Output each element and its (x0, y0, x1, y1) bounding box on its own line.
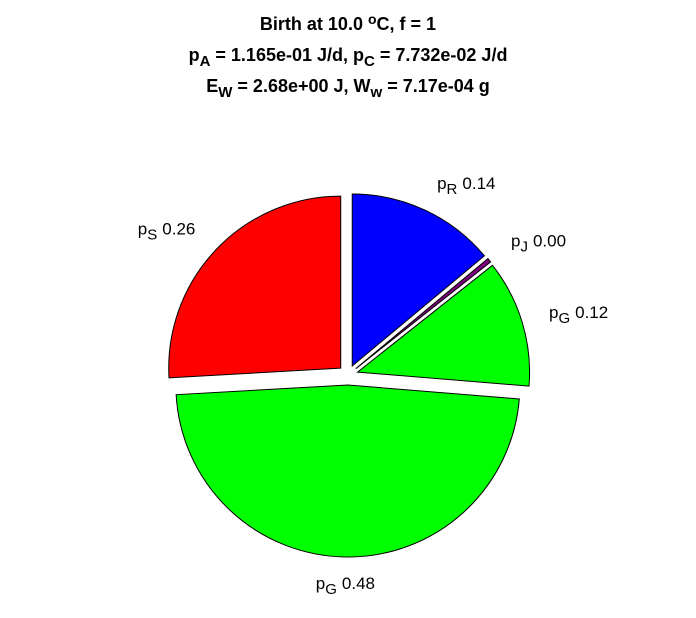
label-base: p (316, 574, 325, 593)
label-subscript: G (558, 310, 570, 327)
chart-title: pA = 1.165e-01 J/d, pC = 7.732e-02 J/d (189, 45, 508, 70)
label-value: 0.26 (162, 220, 195, 239)
title-subscript: W (218, 84, 233, 101)
pie-slice (356, 264, 531, 387)
title-superscript: o (368, 11, 377, 27)
title-text: = 7.17e-04 g (382, 76, 490, 96)
title-subscript: C (364, 53, 375, 70)
slice-label: pS 0.26 (138, 220, 196, 244)
slice-label: pJ 0.00 (511, 232, 566, 256)
label-base: p (549, 304, 558, 323)
pie-slice (175, 384, 520, 558)
label-value: 0.00 (533, 232, 566, 251)
label-base: p (437, 174, 446, 193)
label-base: p (138, 220, 147, 239)
label-value: 0.12 (575, 304, 608, 323)
title-subscript: A (200, 53, 211, 70)
label-value: 0.14 (462, 174, 495, 193)
title-subscript: w (370, 84, 383, 101)
pie-slice (351, 193, 486, 368)
label-subscript: G (325, 581, 337, 598)
title-text: = 2.68e+00 J, W (232, 76, 370, 96)
label-subscript: J (520, 239, 528, 256)
title-text: = 7.732e-02 J/d (375, 45, 508, 65)
title-text: p (189, 45, 200, 65)
pie-slice (168, 195, 342, 379)
pie-slice (355, 257, 492, 370)
title-text: E (206, 76, 218, 96)
slice-label: pR 0.14 (437, 174, 495, 198)
title-text: C, f = 1 (377, 14, 437, 34)
slice-label: pG 0.12 (549, 304, 608, 328)
chart-title: EW = 2.68e+00 J, Ww = 7.17e-04 g (206, 76, 490, 101)
slice-label: pG 0.48 (316, 574, 375, 598)
label-base: p (511, 232, 520, 251)
label-subscript: S (147, 227, 157, 244)
title-text: = 1.165e-01 J/d, p (210, 45, 364, 65)
label-value: 0.48 (342, 574, 375, 593)
chart-title: Birth at 10.0 oC, f = 1 (260, 11, 436, 34)
label-subscript: R (447, 181, 458, 198)
title-text: Birth at 10.0 (260, 14, 368, 34)
